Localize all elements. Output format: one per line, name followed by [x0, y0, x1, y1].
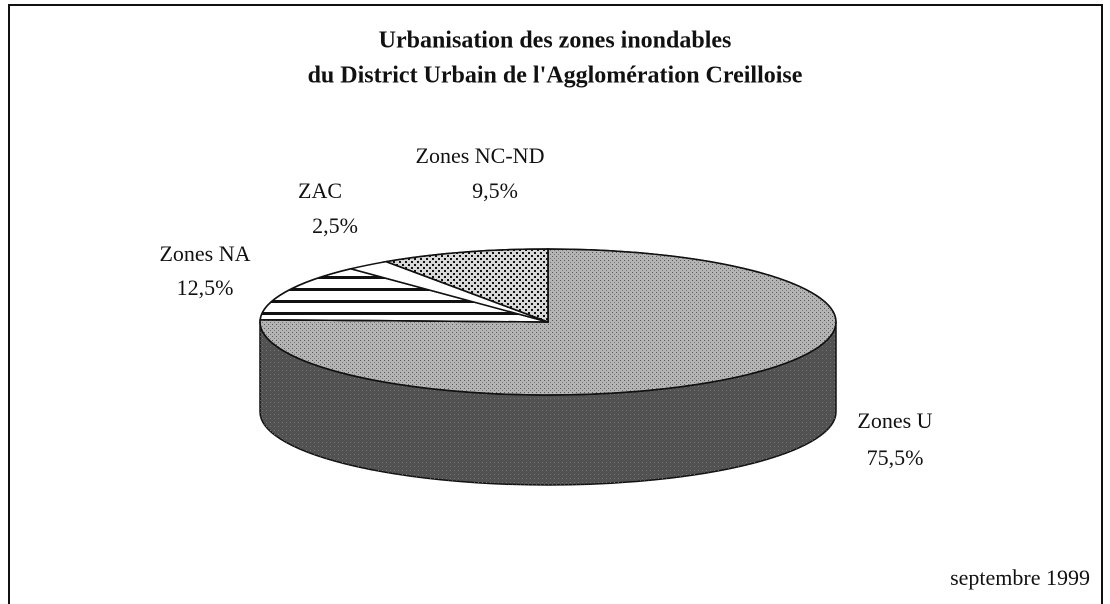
frame: [8, 4, 1103, 604]
footnote: septembre 1999: [950, 565, 1090, 590]
value-label: 12,5%: [177, 275, 234, 300]
value-label: 9,5%: [472, 178, 518, 203]
slice-label: Zones NA: [159, 241, 250, 266]
value-label: 75,5%: [867, 445, 924, 470]
slice-side-texture: [260, 322, 836, 485]
slice-label: Zones U: [857, 408, 932, 433]
value-label: 2,5%: [312, 213, 358, 238]
slice-texture: [383, 248, 549, 324]
chart-title: Urbanisation des zones inondables: [379, 28, 732, 54]
slice-label: ZAC: [298, 178, 342, 203]
slice-texture: [259, 268, 549, 323]
slice-label: Zones NC-ND: [416, 143, 545, 168]
chart-title: du District Urbain de l'Agglomération Cr…: [308, 63, 803, 89]
